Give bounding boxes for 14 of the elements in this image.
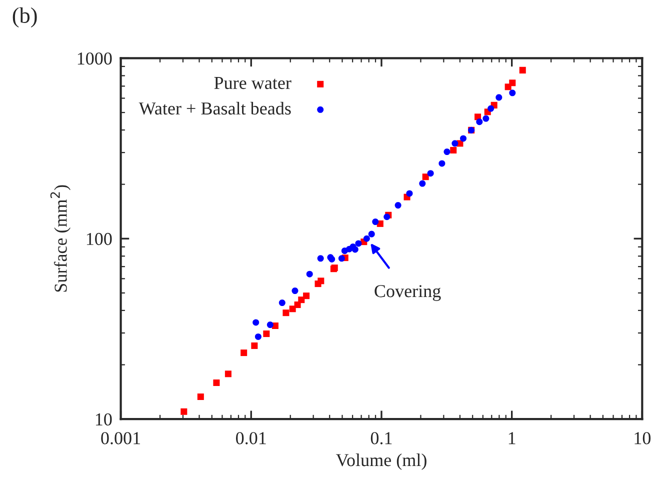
legend-label: Pure water [214,77,292,90]
legend-label: Water + Basalt beads [138,102,291,115]
x-tick-label: 0.001 [101,432,140,444]
x-axis-title: Volume (ml) [336,454,426,470]
annotation: Covering [374,285,441,301]
y-tick-label: 10 [96,413,112,426]
y-tick-label: 100 [86,232,112,246]
x-tick-label: 0.1 [370,432,392,444]
x-tick-label: 10 [634,432,651,444]
y-axis-title: Surface (mm$^{2}$) [50,185,71,292]
chart-title: (b) [12,7,37,28]
x-tick-label: 1 [508,432,516,444]
y-tick-label: 1000 [78,52,112,65]
x-tick-label: 0.01 [236,432,266,444]
